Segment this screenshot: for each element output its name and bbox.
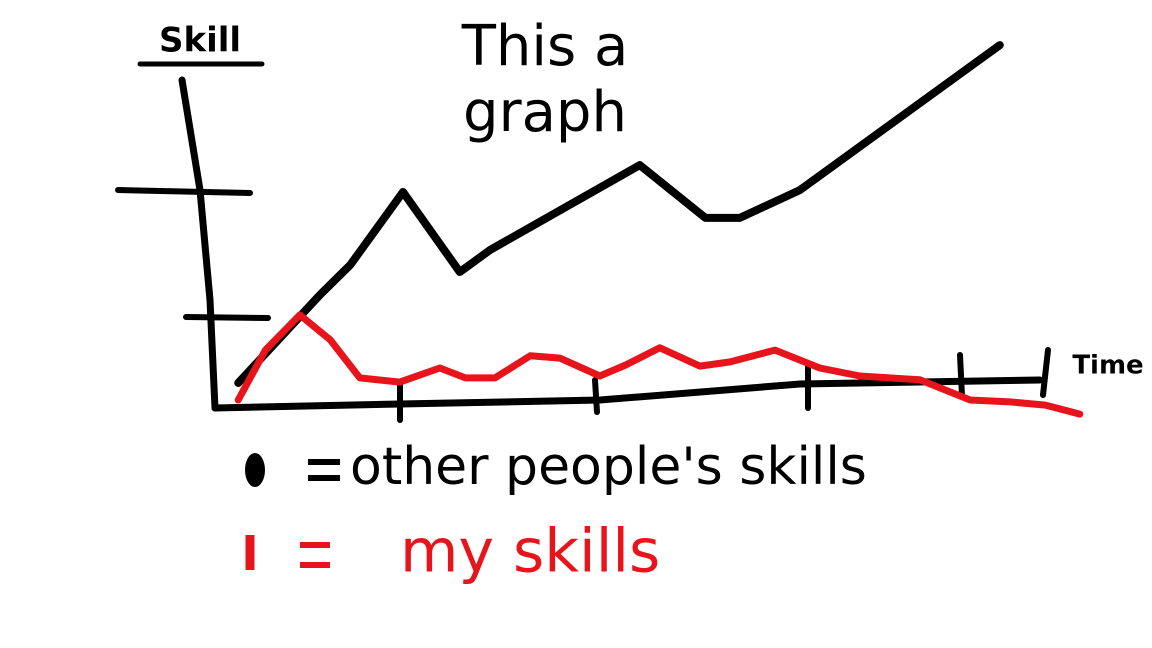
legend-equals — [308, 459, 340, 481]
legend-swatch — [245, 453, 265, 487]
y-axis-label: Skill — [159, 21, 241, 61]
legend-label: my skills — [400, 517, 660, 587]
x-axis-label: Time — [1072, 351, 1143, 381]
data-line — [234, 311, 1084, 418]
chart-title: This a graph — [461, 14, 629, 145]
axis-ticks — [115, 187, 1051, 423]
data-line — [234, 41, 1004, 387]
legend-label: other people's skills — [350, 437, 867, 497]
legend-equals — [300, 542, 330, 568]
x-axis — [211, 376, 1044, 412]
y-axis — [178, 76, 219, 412]
